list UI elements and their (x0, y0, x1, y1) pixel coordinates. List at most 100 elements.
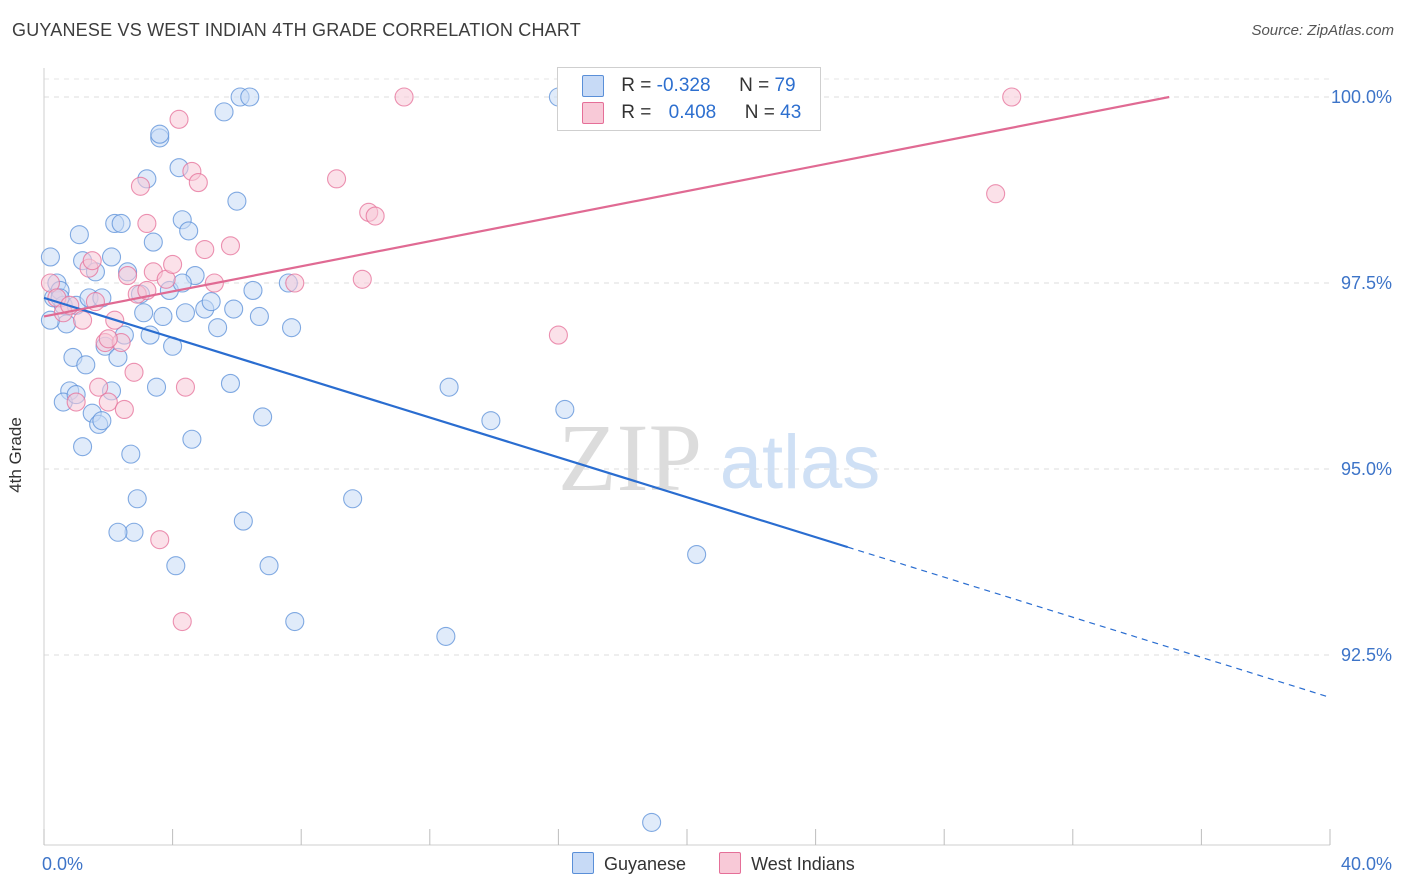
watermark: ZIP atlas (558, 404, 880, 511)
point-west-indians (285, 273, 305, 293)
point-guyanese (259, 556, 279, 576)
point-west-indians (394, 87, 414, 107)
point-guyanese (40, 247, 60, 267)
chart-title: GUYANESE VS WEST INDIAN 4TH GRADE CORREL… (12, 20, 581, 40)
point-guyanese (134, 303, 154, 323)
legend-swatch (719, 852, 742, 874)
point-west-indians (114, 399, 134, 420)
point-guyanese (179, 221, 199, 241)
legend-item-guyanese[interactable]: Guyanese (572, 852, 686, 875)
point-west-indians (98, 329, 118, 349)
legend-label: Guyanese (604, 854, 687, 874)
watermark-atlas: atlas (720, 420, 881, 505)
point-guyanese (555, 399, 575, 420)
gridlines (44, 78, 1330, 656)
tick-labels: 92.5% 95.0% 97.5% 100.0% 0.0% 40.0% (42, 87, 1392, 874)
x-tick-label: 40.0% (1341, 854, 1392, 874)
point-guyanese (121, 444, 141, 464)
source-credit: Source: ZipAtlas.com (1251, 22, 1394, 39)
x-tick-label: 0.0% (42, 854, 83, 874)
point-guyanese (201, 292, 221, 312)
point-guyanese (111, 213, 131, 234)
point-guyanese (285, 611, 305, 632)
point-guyanese (73, 437, 93, 457)
point-guyanese (69, 225, 89, 245)
y-tick-label: 97.5% (1341, 273, 1392, 293)
point-guyanese (282, 318, 302, 338)
point-guyanese (343, 489, 363, 509)
trend-line-extension-guyanese (847, 546, 1331, 698)
point-guyanese (108, 522, 128, 542)
legend-r-value: 0.408 (668, 102, 717, 124)
axes (43, 68, 1331, 846)
trend-line-west-indians (43, 95, 1170, 318)
point-guyanese (143, 232, 163, 252)
point-guyanese (253, 407, 273, 427)
legend-swatch (572, 852, 594, 874)
point-guyanese (220, 373, 241, 393)
point-guyanese (140, 325, 160, 345)
legend-swatch-west-indians (582, 102, 604, 124)
trend-lines (43, 95, 1331, 698)
point-west-indians (98, 392, 118, 412)
stats-legend: R = -0.328 N = 79 R = 0.408 N = 43 (557, 67, 821, 131)
legend-n-value: 43 (780, 102, 802, 124)
point-west-indians (195, 239, 215, 260)
legend-label: West Indians (751, 854, 855, 874)
point-west-indians (1002, 87, 1022, 107)
legend-r-label: R = (621, 102, 657, 124)
point-guyanese (642, 812, 662, 832)
point-west-indians (118, 266, 138, 286)
point-guyanese (439, 377, 459, 397)
point-west-indians (163, 254, 183, 274)
point-west-indians (169, 109, 189, 129)
point-guyanese (101, 247, 122, 267)
legend-item-west-indians[interactable]: West Indians (719, 852, 855, 875)
legend-n-label: N = (739, 75, 775, 97)
point-west-indians (327, 169, 347, 189)
point-west-indians (82, 251, 102, 271)
point-guyanese (224, 299, 244, 319)
point-west-indians (172, 611, 192, 632)
series-legend: Guyanese West Indians (572, 852, 883, 875)
point-guyanese (150, 124, 170, 144)
point-guyanese (208, 318, 228, 338)
point-guyanese (166, 556, 186, 576)
point-guyanese (76, 355, 96, 375)
watermark-zip: ZIP (558, 404, 702, 511)
legend-r-label: R = (621, 75, 657, 97)
point-guyanese (175, 303, 196, 323)
legend-row-guyanese: R = -0.328 N = 79 (582, 75, 796, 99)
point-guyanese (240, 87, 260, 107)
legend-r-value: -0.328 (656, 75, 711, 97)
point-guyanese (233, 511, 253, 531)
point-guyanese (124, 522, 144, 542)
point-west-indians (175, 377, 196, 397)
point-west-indians (137, 213, 157, 234)
legend-row-west-indians: R = 0.408 N = 43 (582, 102, 801, 126)
point-guyanese (182, 429, 202, 449)
legend-swatch-guyanese (582, 75, 604, 97)
point-guyanese (127, 489, 147, 509)
point-guyanese (249, 306, 269, 327)
point-guyanese (227, 191, 247, 211)
point-guyanese (687, 545, 707, 565)
legend-n-value: 79 (774, 75, 796, 97)
legend-n-label: N = (744, 102, 781, 124)
point-guyanese (153, 306, 173, 327)
y-tick-label: 92.5% (1341, 645, 1392, 665)
point-guyanese (243, 280, 263, 300)
point-guyanese (146, 377, 167, 397)
point-guyanese (481, 411, 501, 431)
point-west-indians (548, 325, 568, 345)
point-guyanese (436, 626, 456, 646)
point-west-indians (150, 530, 170, 550)
point-west-indians (188, 173, 208, 193)
point-west-indians (220, 236, 241, 256)
point-west-indians (130, 176, 150, 196)
y-tick-label: 100.0% (1331, 87, 1392, 107)
y-tick-label: 95.0% (1341, 459, 1392, 479)
point-west-indians (352, 269, 372, 289)
trend-line-guyanese (43, 296, 849, 549)
